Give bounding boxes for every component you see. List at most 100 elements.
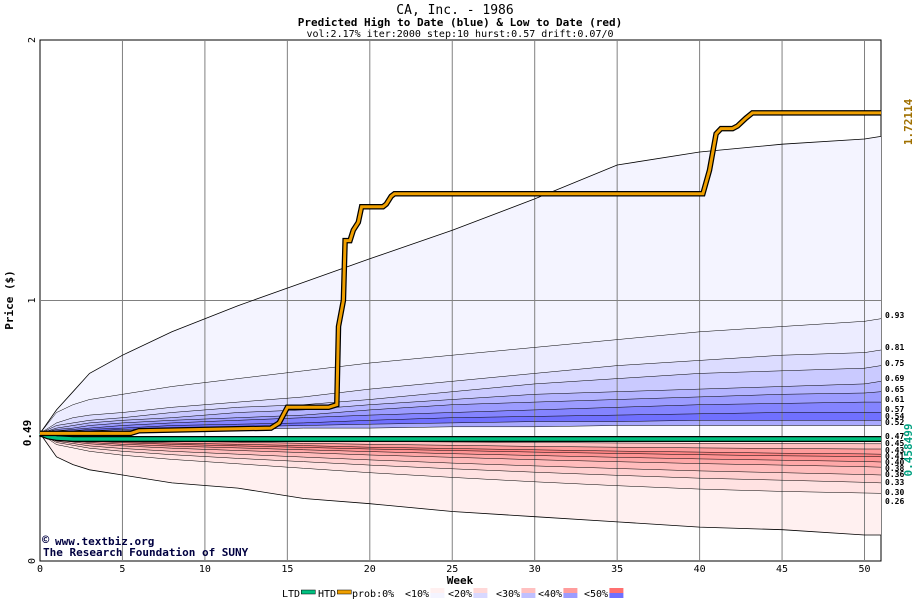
upper-extreme-line	[39, 136, 882, 434]
quantile-label-0.41: 0.41	[885, 452, 904, 461]
lower-band-3	[40, 433, 881, 475]
credit-url: www.textbiz.org	[55, 535, 154, 548]
x-tick-35: 35	[611, 564, 623, 575]
quantile-label-0.36: 0.36	[885, 470, 904, 479]
x-tick-25: 25	[446, 564, 458, 575]
legend-label-ltd: LTD	[282, 589, 300, 600]
min-value-label: 0.458499	[902, 424, 915, 477]
credit-org: The Research Foundation of SUNY	[43, 546, 249, 559]
lower-quantile-line-6	[39, 433, 882, 468]
y-tick-0: 0	[27, 558, 38, 564]
upper-band-3	[40, 365, 881, 434]
quantile-label-0.54: 0.54	[885, 412, 904, 421]
quantile-label-0.38: 0.38	[885, 464, 904, 473]
quantile-label-0.81: 0.81	[885, 343, 904, 352]
quantile-label-0.33: 0.33	[885, 478, 904, 487]
x-tick-0: 0	[37, 564, 43, 575]
legend-label-b10: <10%	[405, 589, 429, 600]
quantile-label-0.52: 0.52	[885, 418, 904, 427]
lower-band-0	[40, 433, 881, 535]
legend-swatch-blue-b50	[609, 593, 624, 598]
legend-label-prob: prob:0%	[352, 589, 394, 600]
legend-swatch-ltd	[301, 589, 316, 595]
quantile-label-0.69: 0.69	[885, 374, 904, 383]
chart-title: CA, Inc. - 1986	[396, 3, 513, 18]
start-price-label: 0.49	[21, 420, 34, 447]
quantile-label-0.57: 0.57	[885, 405, 904, 414]
lower-extreme-line	[39, 433, 881, 536]
quantile-label-0.61: 0.61	[885, 395, 904, 404]
credits: © www.textbiz.org The Research Foundatio…	[42, 533, 249, 559]
lower-band-2	[40, 433, 881, 483]
upper-quantile-line-6	[39, 412, 881, 434]
lower-band-1	[40, 433, 881, 494]
x-tick-50: 50	[858, 564, 870, 575]
legend-label-b40: <40%	[538, 589, 562, 600]
upper-band-6	[40, 402, 881, 434]
x-tick-15: 15	[281, 564, 293, 575]
upper-band-0	[40, 136, 881, 434]
x-tick-40: 40	[694, 564, 706, 575]
upper-band-4	[40, 381, 881, 434]
quantile-label-0.93: 0.93	[885, 311, 904, 320]
legend-swatch-blue-b30	[521, 593, 536, 598]
price-series	[38, 110, 881, 442]
quantile-label-0.75: 0.75	[885, 359, 904, 368]
quantile-label-0.40: 0.40	[885, 458, 904, 467]
legend-swatch-red-b10	[430, 588, 445, 593]
upper-quantile-line-5	[39, 401, 881, 434]
quantile-label-0.30: 0.30	[885, 488, 904, 497]
y-axis-label: Price ($)	[3, 270, 16, 330]
lower-band-7	[40, 433, 881, 455]
quantile-label-0.45: 0.45	[885, 439, 904, 448]
x-tick-10: 10	[199, 564, 211, 575]
quantile-label-0.26: 0.26	[885, 497, 904, 506]
chart-params: vol:2.17% iter:2000 step:10 hurst:0.57 d…	[306, 29, 613, 40]
upper-band-5	[40, 391, 881, 434]
x-axis-ticks: 0 5 10 15 20 25 30 35 40 45 50	[37, 564, 871, 575]
x-tick-5: 5	[119, 564, 125, 575]
legend-swatch-blue-b10	[430, 593, 445, 598]
legend-label-b20: <20%	[448, 589, 472, 600]
x-tick-30: 30	[529, 564, 541, 575]
lower-quantile-line-9	[39, 433, 882, 494]
y-tick-1: 1	[27, 297, 38, 303]
x-axis-label: Week	[447, 574, 474, 587]
upper-band-2	[40, 350, 881, 434]
x-tick-20: 20	[364, 564, 376, 575]
legend-label-htd: HTD	[318, 589, 336, 600]
lower-quantile-line-8	[39, 433, 882, 484]
legend-swatch-blue-b40	[563, 593, 578, 598]
upper-band-1	[40, 318, 881, 434]
legend-label-b50: <50%	[584, 589, 608, 600]
upper-band-8	[40, 420, 881, 434]
quantile-label-0.43: 0.43	[885, 446, 904, 455]
upper-band-7	[40, 412, 881, 434]
legend-swatch-htd	[337, 589, 352, 595]
chart-subtitle: Predicted High to Date (blue) & Low to D…	[298, 16, 623, 29]
legend-swatch-blue-b20	[473, 593, 488, 598]
lower-band-5	[40, 433, 881, 462]
upper-quantile-line-4	[39, 391, 882, 434]
copyright-icon: ©	[42, 533, 50, 547]
legend-swatch-red-b20	[473, 588, 488, 593]
max-value-label: 1.72114	[902, 98, 915, 145]
legend-swatch-red-b50	[609, 588, 624, 593]
y-axis-ticks: 0 1 2	[27, 37, 38, 564]
quantile-labels: 0.93 0.81 0.75 0.69 0.650.610.570.540.52 0.47…	[885, 311, 904, 506]
center-band	[40, 425, 881, 439]
legend-swatch-red-b40	[563, 588, 578, 593]
htd-line	[40, 111, 881, 435]
lower-quantile-line-7	[39, 433, 882, 476]
lower-band-8	[40, 433, 881, 449]
quantile-label-0.47: 0.47	[885, 432, 904, 441]
legend-label-b30: <30%	[496, 589, 520, 600]
lower-band-4	[40, 433, 881, 468]
legend: LTD HTD prob:0% <10% <20% <30% <40% <50%	[282, 588, 624, 600]
y-tick-2: 2	[27, 37, 38, 43]
grid-lines	[40, 40, 881, 561]
quantile-label-0.65: 0.65	[885, 385, 904, 394]
legend-swatch-red-b30	[521, 588, 536, 593]
